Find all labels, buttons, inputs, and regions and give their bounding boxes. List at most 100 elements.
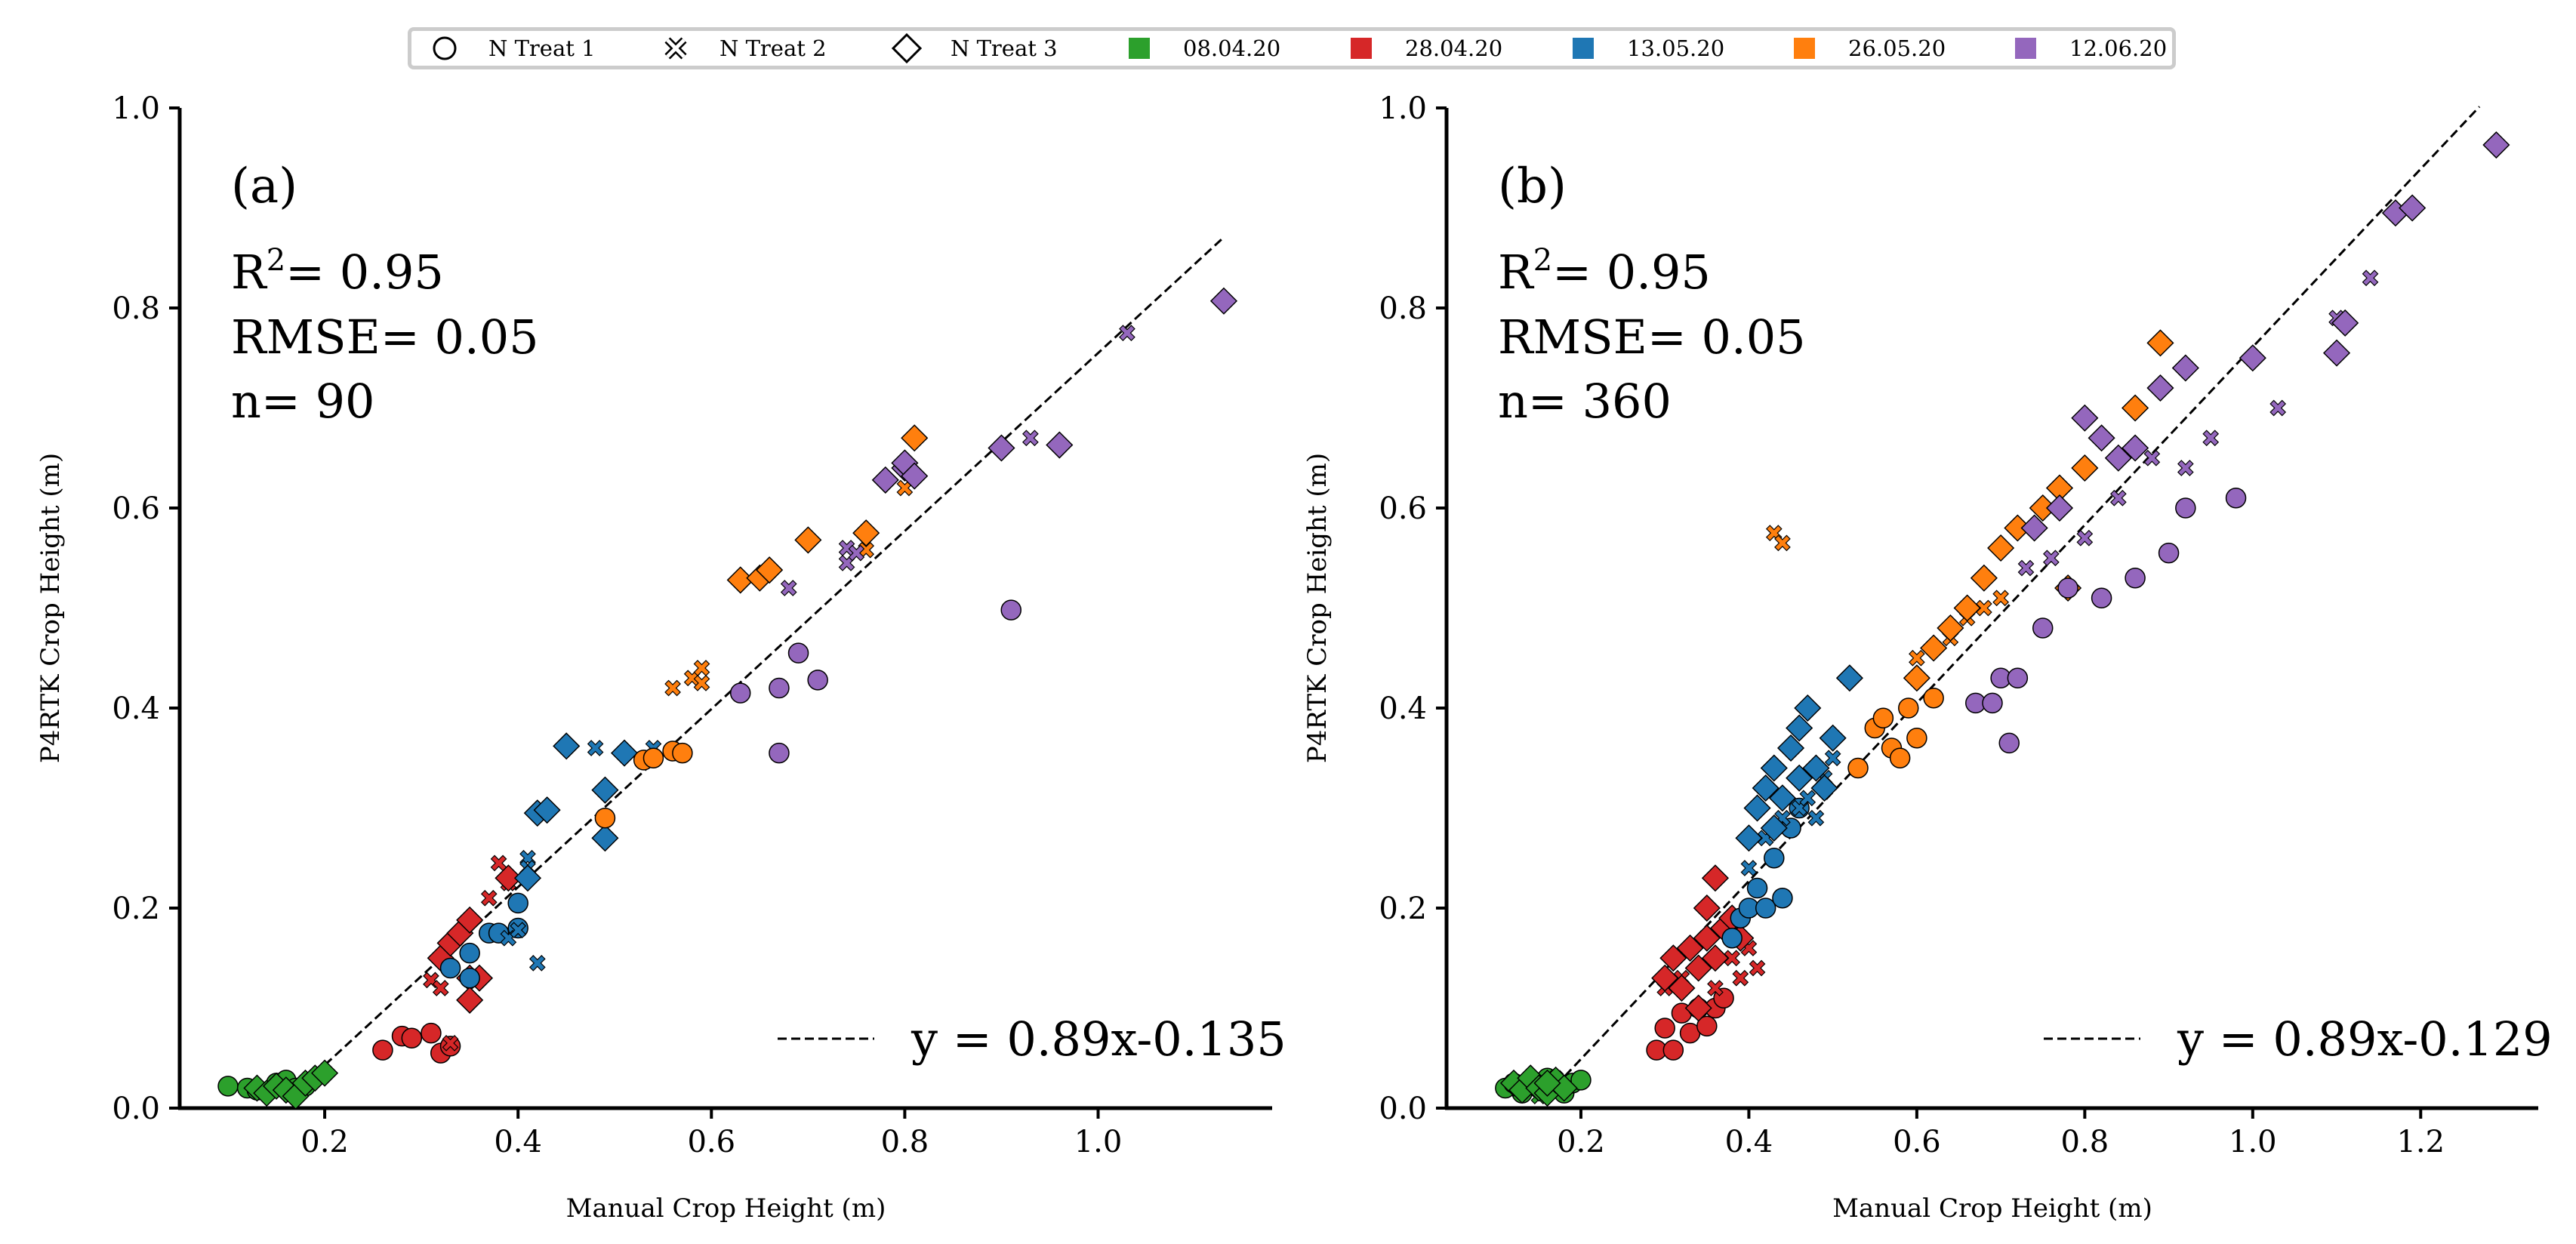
data-point — [1684, 994, 1712, 1022]
data-point — [672, 742, 693, 764]
series-26.05.20-x — [664, 479, 914, 697]
data-point — [1898, 697, 1919, 719]
data-point — [510, 922, 527, 938]
data-point — [1937, 614, 1964, 642]
legend-item-date-1: 28.04.20 — [1339, 31, 1502, 66]
legend-item-date-2: 13.05.20 — [1561, 31, 1724, 66]
series-13.05.20-diamond — [513, 732, 639, 892]
data-point — [2057, 577, 2078, 599]
data-point — [1662, 1039, 1684, 1061]
x-tick-label: 1.0 — [2229, 1125, 2277, 1159]
series-12.06.20-diamond — [2020, 131, 2510, 542]
data-point — [488, 922, 510, 944]
data-point — [871, 466, 899, 494]
data-point — [442, 1035, 459, 1052]
data-point — [2399, 194, 2427, 222]
diamond-marker-icon — [891, 32, 923, 64]
y-tick-label: 1.0 — [1379, 91, 1427, 126]
data-point — [2171, 354, 2199, 382]
data-point — [1923, 688, 1944, 709]
legend-item-date-0: 08.04.20 — [1117, 31, 1280, 66]
x-tick-label: 0.6 — [687, 1125, 735, 1159]
data-point — [1654, 1018, 1675, 1039]
data-point — [2017, 559, 2035, 577]
data-point — [1906, 728, 1927, 749]
data-point — [1970, 564, 1998, 592]
data-point — [2122, 394, 2149, 422]
data-point — [2175, 497, 2196, 519]
data-point — [1982, 692, 2003, 714]
fit-legend-label: y = 0.89x-0.135 — [911, 1012, 1286, 1067]
data-point — [1570, 1070, 1592, 1091]
data-point — [401, 1027, 423, 1048]
data-point — [1693, 894, 1721, 922]
data-point — [2071, 404, 2099, 432]
r-squared-text: R2= 0.95 — [231, 243, 444, 300]
data-point — [769, 742, 790, 764]
data-point — [2088, 424, 2115, 452]
data-point — [1794, 694, 1822, 722]
x-tick-label: 0.2 — [1557, 1125, 1605, 1159]
data-point — [1659, 944, 1687, 972]
legend-label: N Treat 1 — [488, 35, 596, 61]
data-point — [2125, 568, 2146, 589]
data-point — [1209, 287, 1238, 315]
data-point — [2043, 550, 2060, 567]
legend-label: N Treat 2 — [719, 35, 827, 61]
y-tick-label: 0.2 — [112, 891, 160, 926]
data-point — [2091, 587, 2112, 608]
legend-label: 28.04.20 — [1405, 35, 1503, 61]
data-point — [2146, 329, 2174, 357]
fit-line — [1555, 106, 2481, 1087]
y-axis-label: P4RTK Crop Height (m) — [35, 453, 66, 763]
fit-legend-label: y = 0.89x-0.129 — [2177, 1012, 2553, 1067]
data-point — [794, 526, 822, 554]
data-point — [1819, 724, 1847, 752]
series-28.04.20-x — [423, 854, 517, 1052]
legend-label: 13.05.20 — [1627, 35, 1725, 61]
data-point — [1701, 864, 1730, 892]
data-point — [988, 434, 1015, 462]
data-point — [591, 824, 619, 852]
series-12.06.20-x — [780, 325, 1135, 596]
panel-a: 0.2 0.4 0.6 0.8 1.0 0.0 0.2 0.4 0.6 0.8 1.0 Manual … — [35, 91, 1286, 1224]
data-point — [591, 776, 619, 804]
data-point — [533, 796, 561, 824]
data-point — [1998, 732, 2020, 754]
legend: N Treat 1 N Treat 2 N Treat 3 08.04.20 2… — [408, 27, 2176, 69]
y-tick-label: 0.6 — [112, 491, 160, 526]
data-point — [1774, 534, 1791, 552]
x-tick-label: 0.6 — [1893, 1125, 1941, 1159]
series-08.04.20-diamond — [1499, 1064, 1578, 1107]
x-tick-label: 1.2 — [2396, 1125, 2445, 1159]
data-point — [1740, 860, 1758, 876]
rmse-text: RMSE= 0.05 — [1498, 309, 1806, 365]
data-point — [2045, 494, 2074, 522]
data-point — [1749, 959, 1766, 977]
legend-item-n-treat-1: N Treat 1 — [422, 31, 596, 66]
data-point — [2032, 617, 2054, 639]
circle-marker-icon — [433, 36, 457, 60]
data-point — [2110, 489, 2127, 507]
data-point — [421, 1022, 442, 1044]
data-point — [852, 519, 880, 547]
rmse-text: RMSE= 0.05 — [231, 309, 539, 365]
data-point — [848, 544, 865, 562]
data-point — [2177, 460, 2194, 476]
data-point — [693, 660, 710, 676]
y-tick-label: 0.8 — [1379, 291, 1427, 326]
data-point — [432, 980, 449, 996]
data-point — [456, 906, 484, 934]
series-26.05.20-circle — [594, 741, 693, 829]
data-point — [1701, 944, 1730, 972]
data-point — [372, 1039, 393, 1061]
data-point — [1799, 790, 1816, 807]
data-point — [2071, 454, 2099, 482]
x-tick-label: 1.0 — [1074, 1125, 1123, 1159]
data-point — [1987, 534, 2015, 562]
data-point — [2143, 449, 2161, 466]
data-point — [1707, 980, 1724, 996]
data-point — [1743, 794, 1771, 822]
data-point — [2007, 667, 2029, 688]
